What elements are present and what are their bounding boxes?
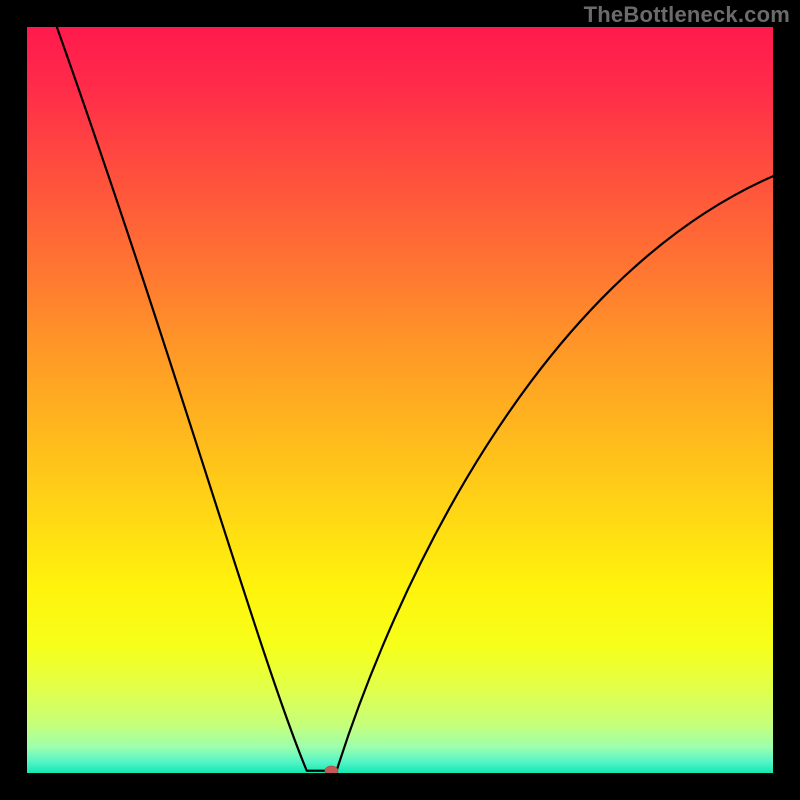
chart-svg	[0, 0, 800, 800]
minimum-marker	[325, 766, 338, 776]
watermark-text: TheBottleneck.com	[584, 2, 790, 28]
plot-background	[27, 27, 773, 773]
